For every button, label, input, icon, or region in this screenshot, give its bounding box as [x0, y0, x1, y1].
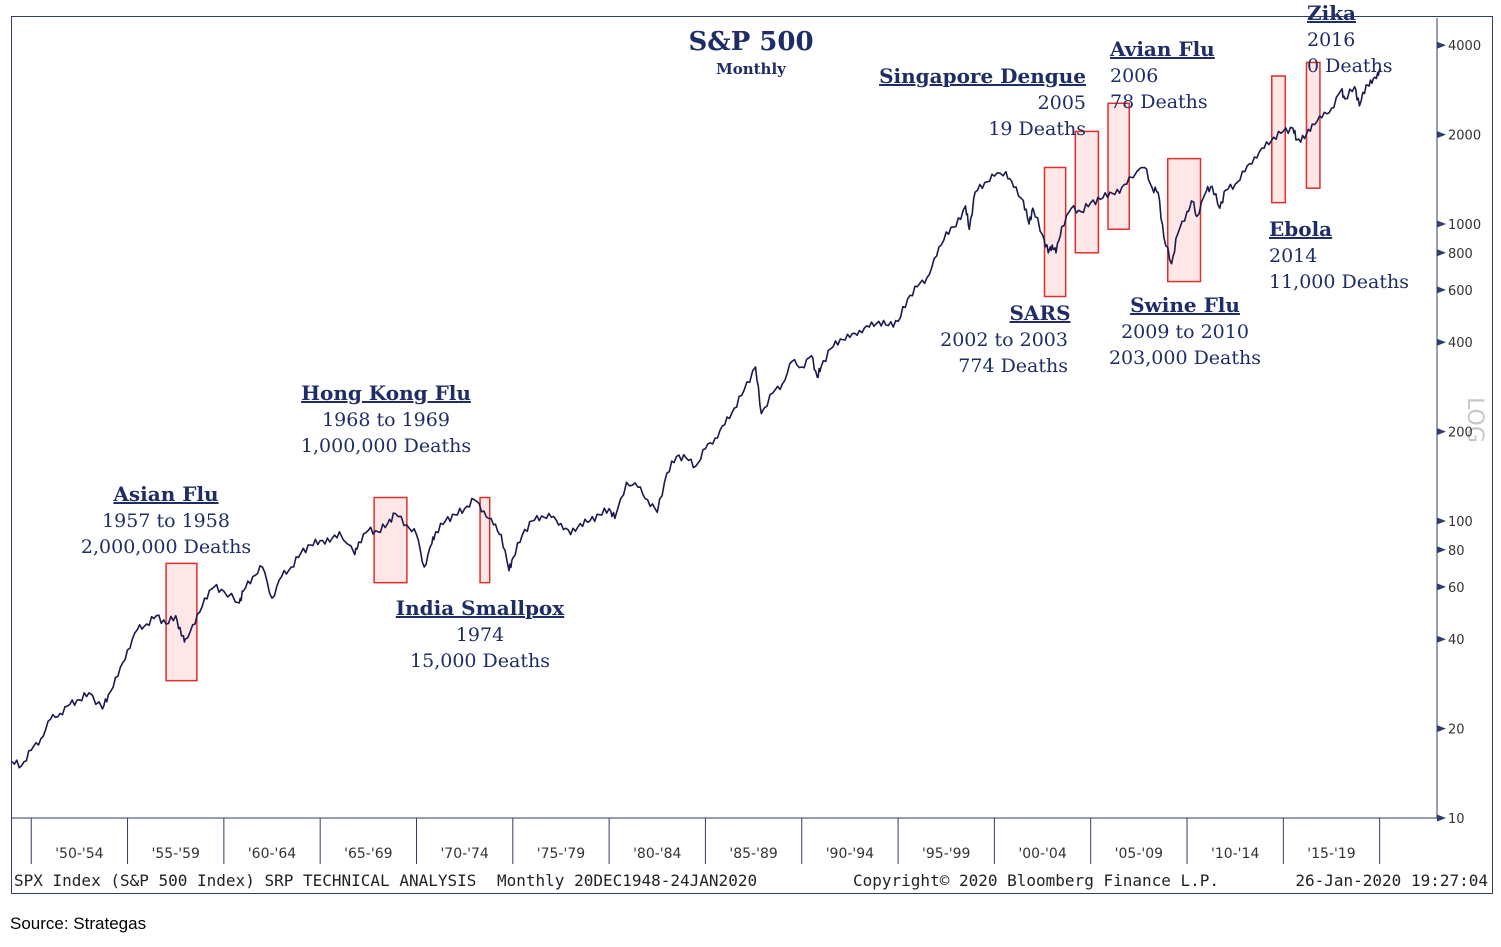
event-title: Zika: [1307, 1, 1356, 25]
event-title: Swine Flu: [1130, 293, 1240, 317]
x-tick-label: '85-'89: [729, 846, 777, 862]
x-tick-label: '80-'84: [633, 846, 681, 862]
y-tick-mark: [1437, 131, 1446, 139]
y-tick-label: 2000: [1448, 129, 1481, 144]
x-tick-label: '95-'99: [922, 846, 970, 862]
sp500-chart: S&P 500 Monthly LOG 10 20 40 60 80 100 200 400 6…: [11, 1, 1488, 890]
event-detail: 2009 to 2010: [1121, 321, 1249, 343]
chart-frame: [11, 16, 1493, 894]
event-annotation: India Smallpox 1974 15,000 Deaths: [396, 596, 565, 672]
source-note: Source: Strategas: [10, 914, 147, 933]
y-tick-mark: [1437, 725, 1446, 733]
event-highlight-box: [373, 496, 408, 584]
x-tick-label: '10-'14: [1211, 846, 1259, 862]
y-tick-mark: [1437, 635, 1446, 643]
y-axis-scale-label: LOG: [1462, 397, 1487, 443]
x-tick-label: '65-'69: [344, 846, 392, 862]
y-tick-label: 20: [1448, 723, 1465, 738]
y-tick-label: 1000: [1448, 218, 1481, 233]
event-detail: 1,000,000 Deaths: [301, 435, 471, 457]
event-title: Hong Kong Flu: [301, 381, 471, 405]
event-detail: 11,000 Deaths: [1269, 271, 1409, 293]
event-detail: 1957 to 1958: [102, 510, 230, 532]
x-tick-label: '60-'64: [248, 846, 296, 862]
event-detail: 15,000 Deaths: [410, 650, 550, 672]
footer-timestamp: 26-Jan-2020 19:27:04: [1295, 871, 1488, 890]
y-tick-mark: [1437, 583, 1446, 591]
x-tick-label: '15-'19: [1307, 846, 1355, 862]
x-tick-label: '55-'59: [152, 846, 200, 862]
event-annotation: Ebola 2014 11,000 Deaths: [1269, 217, 1409, 293]
y-tick-mark: [1437, 41, 1446, 49]
y-tick-label: 100: [1448, 515, 1473, 530]
event-annotation: Avian Flu 2006 78 Deaths: [1109, 37, 1215, 113]
event-highlight-box: [1167, 157, 1202, 283]
y-tick-label: 800: [1448, 247, 1473, 262]
event-highlight-box: [1043, 166, 1067, 298]
event-annotation: Hong Kong Flu 1968 to 1969 1,000,000 Death…: [301, 381, 471, 457]
event-detail: 2006: [1110, 65, 1158, 87]
y-tick-label: 60: [1448, 581, 1465, 596]
x-tick-label: '05-'09: [1115, 846, 1163, 862]
x-tick-label: '75-'79: [537, 846, 585, 862]
y-tick-label: 40: [1448, 633, 1465, 648]
y-tick-label: 600: [1448, 284, 1473, 299]
event-detail: 2014: [1269, 245, 1317, 267]
event-detail: 2,000,000 Deaths: [81, 536, 251, 558]
event-highlight-box: [165, 562, 198, 682]
event-highlight-box: [1305, 61, 1321, 189]
y-tick-mark: [1437, 428, 1446, 436]
y-tick-label: 4000: [1448, 39, 1481, 54]
event-title: Ebola: [1269, 217, 1332, 241]
event-detail: 774 Deaths: [958, 355, 1068, 377]
y-tick-label: 200: [1448, 426, 1473, 441]
event-annotation: Zika 2016 0 Deaths: [1307, 1, 1393, 77]
x-tick-label: '50-'54: [55, 846, 103, 862]
x-tick-label: '70-'74: [440, 846, 488, 862]
event-detail: 1968 to 1969: [322, 409, 450, 431]
event-title: India Smallpox: [396, 596, 565, 620]
chart-title: S&P 500: [688, 27, 813, 57]
y-tick-mark: [1437, 546, 1446, 554]
y-tick-mark: [1437, 517, 1446, 525]
event-highlight-box: [1107, 102, 1130, 231]
event-detail: 0 Deaths: [1307, 55, 1393, 77]
event-highlight-box: [1074, 130, 1100, 254]
event-title: Asian Flu: [112, 482, 218, 506]
event-detail: 78 Deaths: [1110, 91, 1208, 113]
footer-copyright: Copyright© 2020 Bloomberg Finance L.P.: [853, 871, 1219, 890]
event-detail: 1974: [456, 624, 504, 646]
event-detail: 2002 to 2003: [940, 329, 1068, 351]
event-detail: 203,000 Deaths: [1109, 347, 1261, 369]
event-annotation: SARS 2002 to 2003 774 Deaths: [940, 301, 1070, 377]
y-tick-label: 400: [1448, 336, 1473, 351]
x-tick-label: '90-'94: [826, 846, 874, 862]
chart-subtitle: Monthly: [716, 60, 787, 78]
event-title: Singapore Dengue: [879, 64, 1086, 88]
y-tick-label: 80: [1448, 544, 1465, 559]
event-detail: 19 Deaths: [988, 118, 1086, 140]
event-detail: 2005: [1038, 92, 1086, 114]
y-tick-mark: [1437, 814, 1446, 822]
event-highlight-box: [479, 496, 491, 584]
event-title: Avian Flu: [1109, 37, 1215, 61]
event-detail: 2016: [1307, 29, 1355, 51]
footer-ticker: SPX Index (S&P 500 Index) SRP TECHNICAL …: [14, 871, 476, 890]
event-highlight-box: [1271, 75, 1287, 204]
y-tick-mark: [1437, 338, 1446, 346]
event-annotation: Swine Flu 2009 to 2010 203,000 Deaths: [1109, 293, 1261, 369]
footer-period: Monthly 20DEC1948-24JAN2020: [497, 871, 757, 890]
y-tick-mark: [1437, 286, 1446, 294]
event-title: SARS: [1009, 301, 1070, 325]
event-annotation: Asian Flu 1957 to 1958 2,000,000 Deaths: [81, 482, 251, 558]
x-tick-label: '00-'04: [1018, 846, 1066, 862]
y-tick-mark: [1437, 249, 1446, 257]
sp500-price-line: [11, 67, 1382, 769]
y-tick-mark: [1437, 220, 1446, 228]
y-tick-label: 10: [1448, 812, 1465, 827]
event-annotation: Singapore Dengue 2005 19 Deaths: [879, 64, 1086, 140]
